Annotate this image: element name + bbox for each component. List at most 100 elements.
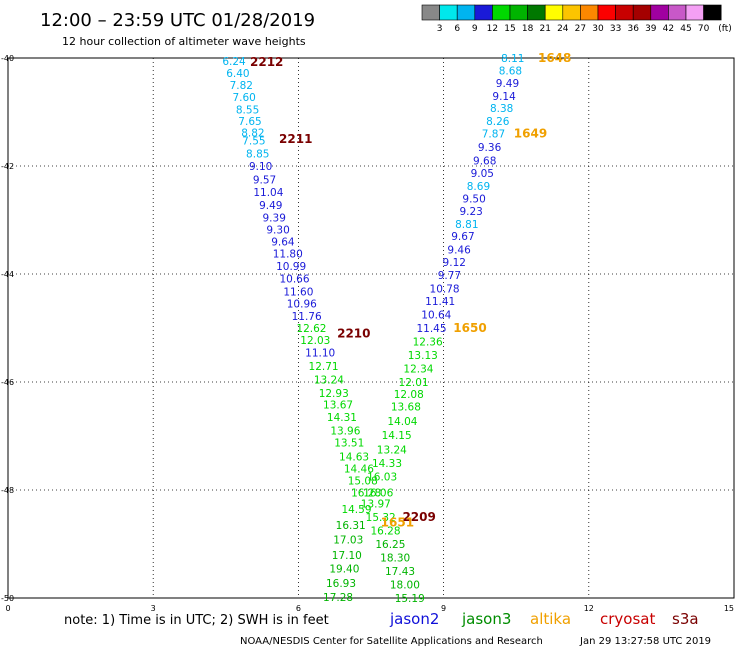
- colorbar-swatch: [650, 4, 669, 21]
- pass-number-label: 1648: [538, 51, 571, 65]
- legend-entry: s3a: [672, 610, 699, 628]
- colorbar-swatch: [632, 4, 652, 21]
- y-tick-label: -44: [1, 270, 14, 279]
- colorbar-swatch: [615, 4, 634, 21]
- legend-entry: altika: [530, 610, 571, 628]
- wave-height-label: 16.03: [367, 472, 397, 484]
- pass-number-label: 1650: [453, 321, 486, 335]
- wave-height-label: 12.08: [394, 389, 424, 401]
- colorbar-swatch: [421, 4, 440, 21]
- footer-timestamp: Jan 29 13:27:58 UTC 2019: [579, 636, 711, 647]
- wave-height-label: 13.96: [330, 426, 360, 438]
- wave-height-label: 9.50: [462, 193, 485, 205]
- wave-height-label: 9.49: [259, 200, 282, 212]
- pass-number-label: 1651: [381, 515, 414, 529]
- wave-height-label: 11.80: [273, 248, 303, 260]
- legend-entry: jason3: [461, 610, 511, 628]
- colorbar-label: 42: [663, 24, 674, 34]
- plot-area: [7, 57, 735, 599]
- wave-height-label: 14.31: [327, 412, 357, 424]
- colorbar-label: 9: [472, 24, 478, 34]
- colorbar-swatch: [527, 4, 546, 21]
- legend-entry: cryosat: [600, 610, 655, 628]
- wave-height-label: 9.68: [473, 156, 496, 168]
- wave-height-label: 10.99: [276, 261, 306, 273]
- wave-height-label: 12.01: [399, 377, 429, 389]
- wave-height-label: 9.64: [271, 237, 295, 249]
- wave-height-label: 8.85: [246, 149, 269, 161]
- x-tick-label: 9: [441, 604, 446, 613]
- wave-height-label: 7.87: [482, 129, 505, 141]
- colorbar-swatch: [509, 4, 528, 21]
- grid: [8, 58, 734, 598]
- colorbar-label: 70: [698, 24, 710, 34]
- wave-height-label: 17.03: [333, 535, 363, 547]
- colorbar-swatch: [685, 4, 704, 21]
- pass-number-label: 2211: [279, 132, 312, 146]
- wave-height-label: 14.46: [344, 463, 374, 475]
- wave-height-label: 9.30: [266, 225, 289, 237]
- wave-height-label: 9.05: [471, 168, 494, 180]
- wave-height-label: 18.00: [390, 580, 420, 592]
- y-tick-label: -48: [1, 486, 14, 495]
- colorbar: 3 6 9 12 15 18 21 24 27 30 33 36 39 42 45 70: [421, 4, 722, 34]
- wave-height-label: 10.78: [430, 284, 460, 296]
- wave-height-label: 17.28: [323, 592, 353, 604]
- wave-height-label: 10.96: [287, 299, 317, 311]
- wave-height-label: 9.57: [253, 175, 276, 187]
- x-tick-label: 3: [151, 604, 156, 613]
- colorbar-swatch: [544, 4, 564, 21]
- wave-height-label: 9.49: [496, 78, 519, 90]
- colorbar-label: 33: [610, 24, 621, 34]
- colorbar-label: 24: [557, 24, 569, 34]
- wave-height-label: 13.51: [334, 437, 364, 449]
- wave-height-label: 15.32: [366, 512, 396, 524]
- wave-height-label: 11.10: [305, 347, 335, 359]
- wave-height-label: 8.11: [501, 53, 524, 65]
- wave-height-label: 17.10: [332, 550, 362, 562]
- colorbar-swatch: [439, 4, 458, 21]
- colorbar-label: 27: [575, 24, 586, 34]
- wave-height-label: 9.36: [478, 142, 502, 154]
- colorbar-label: 21: [539, 24, 550, 34]
- pass-number-label: 2212: [250, 55, 283, 69]
- chart-subtitle: 12 hour collection of altimeter wave hei…: [62, 35, 306, 48]
- note-text: note: 1) Time is in UTC; 2) SWH is in fe…: [64, 613, 329, 628]
- wave-height-label: 7.65: [238, 116, 261, 128]
- wave-height-label: 11.60: [283, 286, 313, 298]
- wave-height-label: 16.06: [363, 488, 393, 500]
- data-points: 6.246.407.827.608.557.658.827.558.859.10…: [222, 53, 524, 605]
- wave-height-label: 11.04: [253, 187, 283, 199]
- x-tick-label: 6: [296, 604, 301, 613]
- wave-height-label: 11.76: [292, 311, 322, 323]
- wave-height-label: 9.77: [438, 270, 461, 282]
- legend: jason2 jason3 altika cryosat s3a: [389, 610, 699, 628]
- x-tick-label: 0: [5, 604, 10, 613]
- colorbar-swatch: [456, 4, 476, 21]
- wave-height-label: 16.28: [370, 526, 400, 538]
- chart-title: 12:00 – 23:59 UTC 01/28/2019: [40, 10, 315, 31]
- colorbar-swatch: [597, 4, 616, 21]
- wave-height-label: 8.26: [486, 116, 510, 128]
- wave-height-label: 19.40: [329, 563, 359, 575]
- legend-entry: jason2: [389, 610, 439, 628]
- y-tick-label: -40: [1, 54, 14, 63]
- colorbar-label: 39: [645, 24, 657, 34]
- wave-height-label: 11.41: [425, 296, 455, 308]
- colorbar-swatch: [492, 4, 511, 21]
- wave-height-label: 9.23: [459, 206, 482, 218]
- pass-labels: 2212 2211 2210 2209 1648 1649 1650 1651: [250, 51, 571, 529]
- wave-height-label: 9.10: [249, 161, 272, 173]
- wave-height-label: 14.33: [372, 458, 402, 470]
- wave-height-label: 12.62: [296, 323, 326, 335]
- x-tick-label: 15: [724, 604, 734, 613]
- y-tick-label: -46: [1, 378, 14, 387]
- x-tick-label: 12: [584, 604, 594, 613]
- wave-height-label: 8.55: [236, 104, 259, 116]
- wave-height-label: 16.93: [326, 578, 356, 590]
- colorbar-unit: (ft): [718, 24, 732, 34]
- wave-height-label: 8.82: [241, 128, 264, 140]
- colorbar-swatch: [580, 4, 599, 21]
- wave-height-label: 8.68: [499, 65, 522, 77]
- wave-height-label: 16.28: [351, 488, 381, 500]
